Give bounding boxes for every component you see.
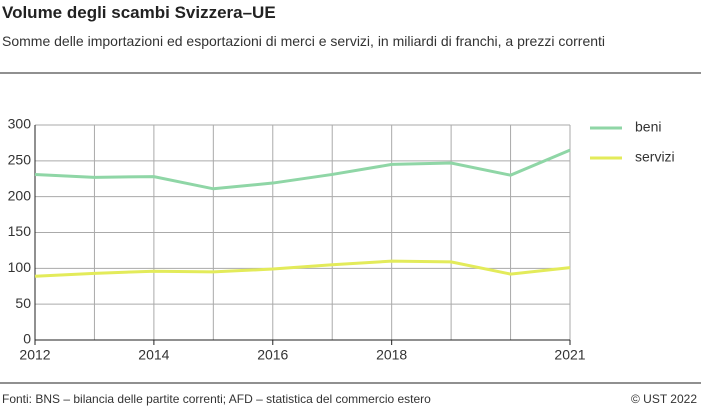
legend-label: beni (635, 119, 661, 135)
series-line (34, 259, 571, 278)
series-line (34, 148, 571, 191)
y-tick-label: 300 (8, 116, 32, 132)
y-tick-label: 150 (8, 223, 32, 239)
chart-title: Volume degli scambi Svizzera–UE (2, 3, 276, 22)
chart-subtitle: Somme delle importazioni ed esportazioni… (2, 33, 606, 49)
source-note: Fonti: BNS – bilancia delle partite corr… (2, 392, 431, 406)
y-tick-label: 200 (8, 187, 32, 203)
x-tick-label: 2016 (257, 347, 288, 363)
x-tick-label: 2021 (554, 347, 585, 363)
x-tick-label: 2014 (138, 347, 169, 363)
copyright: © UST 2022 (631, 392, 697, 406)
y-tick-label: 0 (23, 331, 31, 347)
x-tick-label: 2018 (376, 347, 407, 363)
y-tick-label: 50 (15, 295, 31, 311)
legend-label: servizi (635, 149, 675, 165)
x-tick-label: 2012 (19, 347, 50, 363)
y-tick-label: 100 (8, 259, 32, 275)
y-tick-label: 250 (8, 152, 32, 168)
